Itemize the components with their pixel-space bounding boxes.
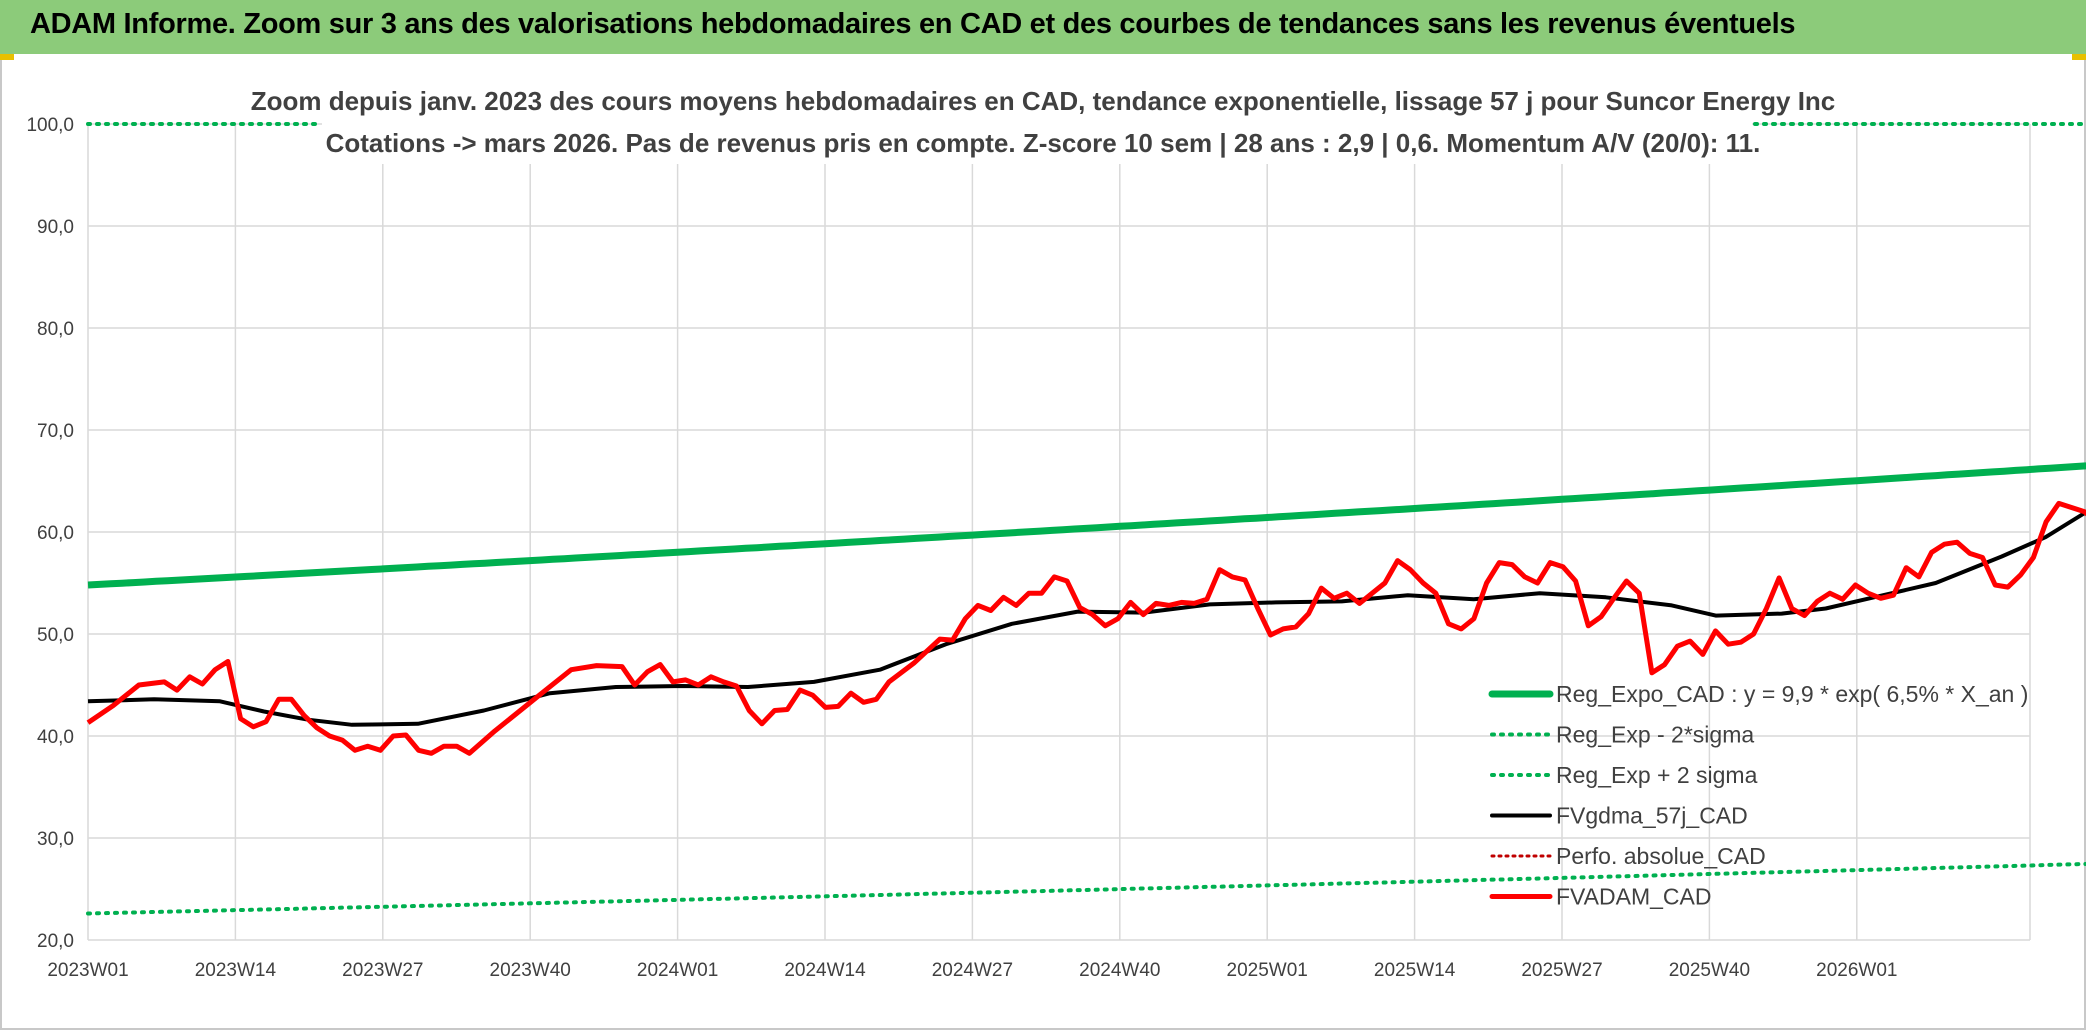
- legend-label: Reg_Exp + 2 sigma: [1556, 762, 1758, 788]
- x-tick-label: 2023W14: [195, 960, 277, 981]
- chart-title-background: [322, 82, 1752, 164]
- legend-label: Perfo. absolue_CAD: [1556, 843, 1766, 869]
- x-tick-label: 2023W01: [47, 960, 128, 981]
- series-fvadam: [86, 500, 2086, 756]
- x-tick-label: 2025W40: [1669, 960, 1750, 981]
- legend-label: FVADAM_CAD: [1556, 884, 1712, 910]
- tick-labels: 20,0 30,0 40,0 50,0 60,0 70,0 80,0 90,0 100,0 202…: [26, 115, 1897, 981]
- corner-mark-left: [0, 54, 14, 60]
- x-tick-label: 2023W27: [342, 960, 423, 981]
- series-reg-expo: [87, 462, 2086, 589]
- y-tick-label: 100,0: [26, 115, 74, 136]
- chart-frame: [0, 54, 2086, 1030]
- banner-title: ADAM Informe. Zoom sur 3 ans des valoris…: [30, 8, 1796, 40]
- series-fvgdma: [87, 509, 2086, 727]
- y-tick-label: 90,0: [37, 217, 74, 238]
- x-tick-label: 2023W40: [490, 960, 571, 981]
- x-tick-label: 2024W27: [932, 960, 1013, 981]
- x-tick-label: 2025W14: [1374, 960, 1456, 981]
- legend: Reg_Expo_CAD : y = 9,9 * exp( 6,5% * X_a…: [1488, 681, 2028, 910]
- grid: [87, 123, 2031, 941]
- banner: ADAM Informe. Zoom sur 3 ans des valoris…: [0, 0, 2086, 54]
- y-tick-label: 80,0: [37, 319, 74, 340]
- corner-mark-right: [2072, 54, 2086, 60]
- chart-title-line-1: Zoom depuis janv. 2023 des cours moyens …: [251, 86, 1836, 116]
- series-layer: [86, 122, 2086, 916]
- y-tick-label: 30,0: [37, 829, 74, 850]
- y-tick-label: 70,0: [37, 421, 74, 442]
- legend-label: FVgdma_57j_CAD: [1556, 803, 1748, 829]
- chart-title-line-2: Cotations -> mars 2026. Pas de revenus p…: [326, 128, 1761, 158]
- y-tick-label: 50,0: [37, 625, 74, 646]
- x-tick-label: 2024W01: [637, 960, 718, 981]
- y-tick-label: 40,0: [37, 727, 74, 748]
- x-tick-label: 2025W27: [1521, 960, 1602, 981]
- x-tick-label: 2026W01: [1816, 960, 1897, 981]
- x-tick-label: 2024W14: [784, 960, 866, 981]
- legend-label: Reg_Exp - 2*sigma: [1556, 722, 1754, 748]
- x-tick-label: 2024W40: [1079, 960, 1160, 981]
- series-reg-minus-2sigma: [86, 861, 2086, 916]
- legend-label: Reg_Expo_CAD : y = 9,9 * exp( 6,5% * X_a…: [1556, 681, 2028, 707]
- y-tick-label: 60,0: [37, 523, 74, 544]
- y-tick-label: 20,0: [37, 931, 74, 952]
- x-tick-label: 2025W01: [1227, 960, 1308, 981]
